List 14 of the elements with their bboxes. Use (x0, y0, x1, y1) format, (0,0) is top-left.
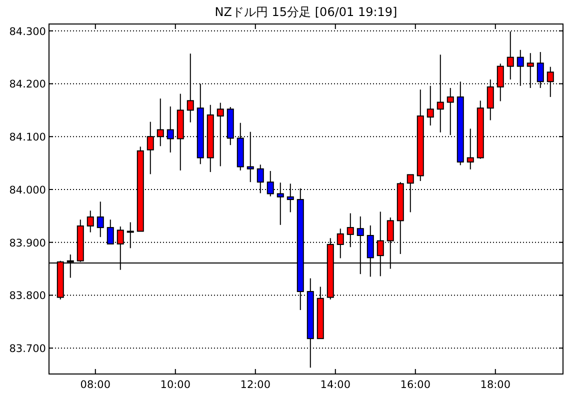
y-tick-label: 83.900 (9, 237, 46, 250)
x-tick-label: 16:00 (400, 379, 431, 391)
y-tick-label: 83.700 (9, 343, 46, 356)
x-tick-label: 12:00 (240, 379, 271, 391)
x-tick-label: 08:00 (80, 379, 111, 391)
y-tick-label: 83.800 (9, 290, 46, 302)
y-tick-label: 84.300 (9, 26, 46, 38)
x-tick-label: 18:00 (480, 379, 511, 391)
x-tick-label: 14:00 (320, 379, 351, 391)
y-tick-label: 84.100 (9, 132, 46, 144)
y-tick-label: 84.200 (9, 78, 46, 91)
x-tick-label: 10:00 (160, 379, 191, 391)
chart-title: NZドル円 15分足 [06/01 19:19] (214, 5, 398, 19)
y-tick-label: 84.000 (9, 184, 46, 196)
